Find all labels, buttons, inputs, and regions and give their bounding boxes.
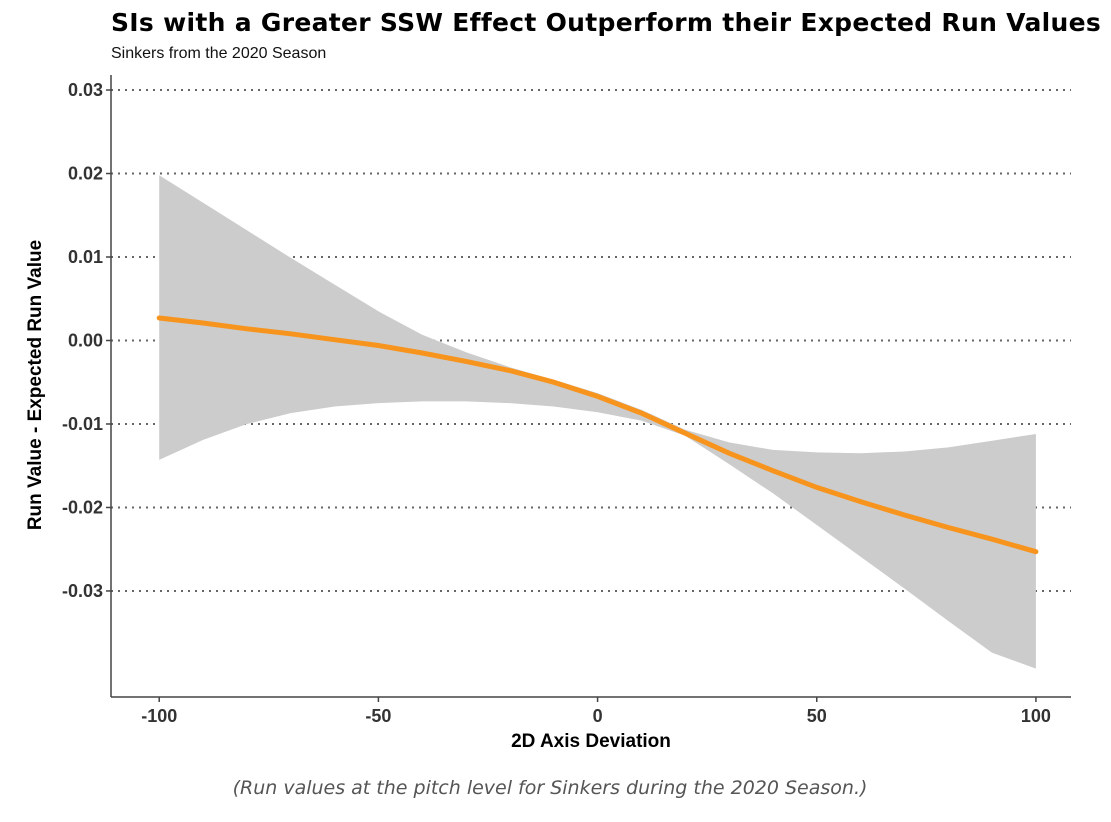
y-tick-label: 0.02 xyxy=(68,164,103,184)
chart-title: SIs with a Greater SSW Effect Outperform… xyxy=(111,8,1102,37)
y-tick-label: 0.03 xyxy=(68,80,103,100)
y-tick-label: -0.02 xyxy=(62,497,103,517)
x-axis-title: 2D Axis Deviation xyxy=(511,731,671,752)
x-tick-label: 0 xyxy=(593,706,603,726)
figure-caption: (Run values at the pitch level for Sinke… xyxy=(232,777,868,799)
chart-subtitle: Sinkers from the 2020 Season xyxy=(111,45,327,62)
y-tick-label: 0.00 xyxy=(68,330,103,350)
x-tick-label: -100 xyxy=(141,706,177,726)
confidence-band xyxy=(159,175,1036,669)
y-tick-label: -0.01 xyxy=(62,414,103,434)
y-tick-label: -0.03 xyxy=(62,581,103,601)
trend-line xyxy=(156,315,1039,555)
y-tick-label: 0.01 xyxy=(68,247,103,267)
line-chart: 0.03 0.02 0.01 0.00 -0.01 -0.02 -0.03 -100 -50 0 5… xyxy=(25,75,1071,752)
x-tick-label: -50 xyxy=(365,706,391,726)
tick-labels: 0.03 0.02 0.01 0.00 -0.01 -0.02 -0.03 -100 -50 0 5… xyxy=(62,80,1051,726)
x-tick-label: 50 xyxy=(807,706,827,726)
axes xyxy=(106,75,1071,702)
x-tick-label: 100 xyxy=(1021,706,1051,726)
y-axis-title: Run Value - Expected Run Value xyxy=(25,240,46,530)
